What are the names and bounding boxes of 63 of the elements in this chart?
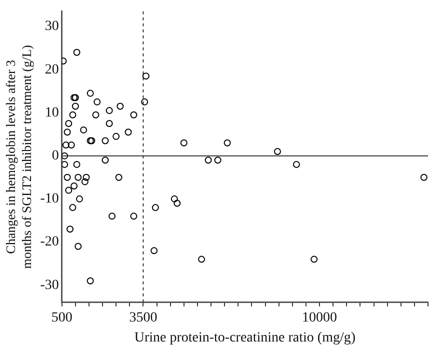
point (86, 277, 94, 284)
y-tick-label: 30 (44, 19, 59, 34)
point (108, 212, 116, 220)
y-tick-label: -10 (40, 192, 59, 207)
point (69, 111, 76, 118)
point (82, 174, 90, 181)
point (102, 137, 109, 144)
point (66, 226, 74, 233)
point (74, 242, 82, 250)
point (76, 195, 83, 202)
point (142, 72, 150, 80)
x-tick-label: 500 (51, 310, 72, 326)
point (130, 212, 138, 220)
point (74, 174, 82, 181)
y-axis-title: Changes in hemoglobin levels after 3 months of SGLT2 inhibitor treatment (g/L) (3, 45, 34, 269)
point (150, 247, 158, 254)
point (69, 204, 76, 212)
point (141, 98, 148, 106)
point (116, 102, 124, 110)
point (124, 128, 132, 136)
point (115, 174, 122, 181)
point (92, 111, 100, 118)
x-tick-label: 10000 (302, 310, 338, 326)
point (65, 120, 72, 127)
point (274, 148, 281, 156)
point (106, 120, 113, 127)
point (112, 132, 120, 140)
y-tick-label: -30 (40, 278, 59, 293)
y-tick-label: -20 (40, 234, 59, 250)
point (72, 102, 79, 110)
point (420, 174, 428, 181)
point (62, 160, 68, 168)
point (292, 160, 300, 168)
y-tick-label: 0 (52, 148, 59, 164)
point (310, 256, 318, 263)
point (64, 174, 71, 181)
point (64, 128, 71, 136)
point (106, 107, 113, 114)
point (86, 90, 94, 97)
point (70, 182, 78, 190)
point (224, 139, 231, 146)
point (81, 178, 88, 186)
point (73, 160, 80, 168)
point (214, 156, 222, 164)
point (65, 186, 72, 194)
y-tick-label: 20 (44, 62, 59, 78)
point (170, 195, 178, 202)
x-axis-title: Urine protein-to-creatinine ratio (mg/g) (134, 330, 356, 346)
point (198, 256, 206, 263)
point (80, 126, 88, 134)
point (130, 111, 138, 118)
point (152, 204, 159, 212)
point (204, 156, 212, 164)
point (68, 142, 75, 149)
point (180, 139, 188, 146)
point (174, 200, 181, 207)
x-tick-label: 3500 (129, 310, 158, 326)
point (62, 152, 68, 160)
y-tick-label: 10 (44, 105, 59, 120)
point (73, 48, 80, 56)
point (102, 156, 109, 164)
point (94, 98, 101, 106)
point (62, 142, 70, 149)
